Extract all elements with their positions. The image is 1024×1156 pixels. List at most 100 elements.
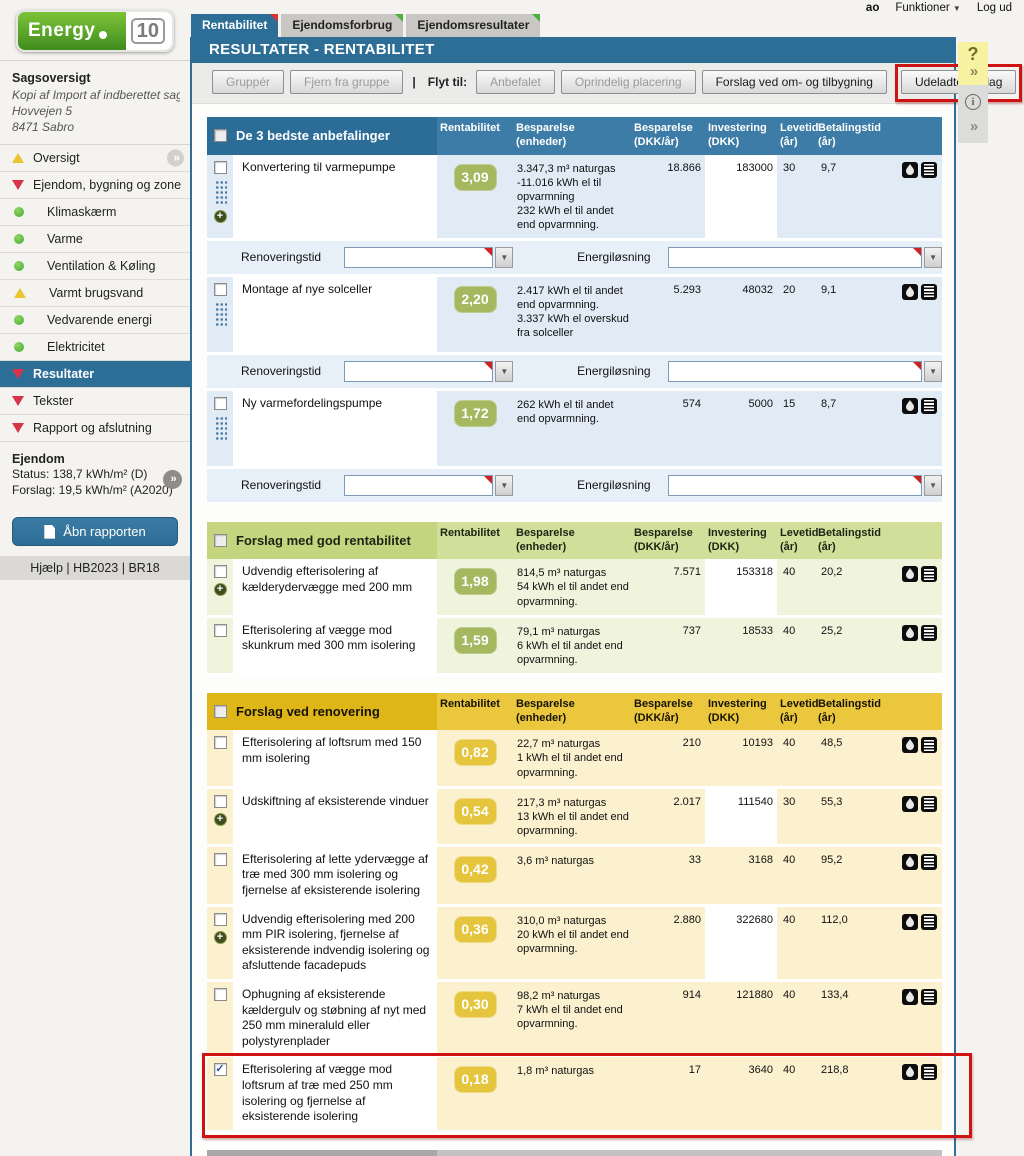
- energy-solution-select[interactable]: [667, 474, 923, 496]
- sidebar-item-varmt-brugsvand[interactable]: Varmt brugsvand: [0, 280, 190, 307]
- notes-icon[interactable]: [921, 283, 937, 300]
- notes-icon[interactable]: [921, 913, 937, 930]
- sidebar-footer-links[interactable]: Hjælp | HB2023 | BR18: [0, 556, 190, 581]
- lifetime: 40: [783, 566, 796, 579]
- open-report-button[interactable]: Åbn rapporten: [12, 517, 178, 547]
- status-dot-icon: [14, 233, 24, 244]
- row-checkbox[interactable]: [213, 794, 227, 808]
- expand-plus-icon[interactable]: +: [213, 812, 227, 826]
- expand-plus-icon[interactable]: +: [213, 930, 227, 944]
- section-checkbox[interactable]: [214, 129, 227, 143]
- flame-icon[interactable]: [902, 566, 918, 583]
- flame-icon[interactable]: [902, 397, 918, 414]
- rentability-cell: 3,09: [437, 155, 513, 238]
- row-checkbox[interactable]: [213, 852, 227, 866]
- case-name: Kopi af Import af indberettet sag 3...: [12, 88, 180, 102]
- renovation-time-select[interactable]: [343, 474, 494, 496]
- sidebar-item-vedvarende-energi[interactable]: Vedvarende energi: [0, 307, 190, 334]
- notes-icon[interactable]: [921, 624, 937, 641]
- info-panel[interactable]: i »: [958, 85, 988, 143]
- move-original-placement-button[interactable]: Oprindelig placering: [560, 70, 696, 94]
- user-initials[interactable]: ao: [865, 2, 880, 14]
- row-checkbox[interactable]: [213, 160, 227, 174]
- sidebar-item-klimaskærm[interactable]: Klimaskærm: [0, 199, 190, 226]
- flame-icon[interactable]: [902, 161, 918, 178]
- sidebar-item-elektricitet[interactable]: Elektricitet: [0, 334, 190, 361]
- notes-icon[interactable]: [921, 161, 937, 178]
- drag-handle-icon[interactable]: [213, 178, 227, 205]
- move-anbefalet-button[interactable]: Anbefalet: [476, 70, 555, 94]
- logout-link[interactable]: Log ud: [976, 2, 1012, 14]
- info-icon[interactable]: i: [965, 94, 981, 110]
- row-checkbox[interactable]: [213, 565, 227, 579]
- energy-solution-select[interactable]: [667, 360, 923, 382]
- flame-icon[interactable]: [902, 283, 918, 300]
- move-rebuild-proposals-button[interactable]: Forslag ved om- og tilbygning: [701, 70, 887, 94]
- collapse-chevron-icon[interactable]: »: [969, 118, 978, 135]
- row-checkbox[interactable]: [213, 282, 227, 296]
- expand-chevron-icon[interactable]: »: [167, 149, 184, 167]
- investment: 10193: [742, 737, 773, 750]
- row-checkbox[interactable]: [213, 987, 227, 1001]
- column-header: Besparelse (enheder): [516, 526, 575, 553]
- row-checkbox[interactable]: [213, 736, 227, 750]
- notes-icon[interactable]: [921, 1064, 937, 1081]
- dropdown-arrow-icon[interactable]: ▼: [495, 360, 514, 382]
- renovation-time-select[interactable]: [343, 246, 494, 268]
- sidebar-item-label: Tekster: [33, 393, 74, 408]
- expand-chevron-icon[interactable]: »: [163, 469, 182, 489]
- tab-ejendomsforbrug[interactable]: Ejendomsforbrug: [281, 14, 404, 37]
- renovation-time-select[interactable]: [343, 360, 494, 382]
- row-checkbox[interactable]: ✓: [213, 1063, 227, 1077]
- lifetime: 40: [783, 988, 796, 1001]
- flame-icon[interactable]: [902, 853, 918, 870]
- payback-time: 25,2: [821, 624, 843, 637]
- notes-icon[interactable]: [921, 853, 937, 870]
- tab-ejendomsresultater[interactable]: Ejendomsresultater: [406, 14, 541, 37]
- dropdown-arrow-icon[interactable]: ▼: [495, 474, 514, 496]
- remove-from-group-button[interactable]: Fjern fra gruppe: [290, 70, 404, 94]
- collapse-chevron-icon[interactable]: »: [969, 63, 978, 80]
- flame-icon[interactable]: [902, 1064, 918, 1081]
- help-panel[interactable]: ? »: [958, 42, 988, 85]
- notes-icon[interactable]: [921, 397, 937, 414]
- sidebar-item-varme[interactable]: Varme: [0, 226, 190, 253]
- flame-icon[interactable]: [902, 988, 918, 1005]
- notes-icon[interactable]: [921, 737, 937, 754]
- row-checkbox[interactable]: [213, 396, 227, 410]
- expand-plus-icon[interactable]: +: [213, 209, 227, 223]
- row-checkbox[interactable]: [213, 623, 227, 637]
- sidebar-item-resultater[interactable]: Resultater: [0, 360, 190, 388]
- energy-solution-select[interactable]: [667, 246, 923, 268]
- expand-plus-icon[interactable]: +: [213, 583, 227, 597]
- group-button[interactable]: Gruppér: [212, 70, 285, 94]
- dropdown-arrow-icon[interactable]: ▼: [924, 360, 942, 382]
- flame-icon[interactable]: [902, 737, 918, 754]
- sidebar-item-ventilation-køling[interactable]: Ventilation & Køling: [0, 253, 190, 280]
- sidebar-item-tekster[interactable]: Tekster: [0, 388, 190, 415]
- proposal-name: Montage af nye solceller: [233, 276, 437, 352]
- flame-icon[interactable]: [902, 913, 918, 930]
- notes-icon[interactable]: [921, 795, 937, 812]
- notes-icon[interactable]: [921, 566, 937, 583]
- notes-icon[interactable]: [921, 988, 937, 1005]
- funktioner-menu[interactable]: Funktioner ▼: [895, 2, 961, 14]
- section-checkbox[interactable]: [214, 534, 227, 548]
- sidebar-item-rapport-og-afslutning[interactable]: Rapport og afslutning: [0, 415, 190, 442]
- sidebar-item-ejendom-bygning-og-zone[interactable]: Ejendom, bygning og zone: [0, 172, 190, 199]
- required-marker-icon: [484, 361, 493, 370]
- tab-rentabilitet[interactable]: Rentabilitet: [191, 14, 279, 37]
- status-triangle-icon: [12, 422, 24, 433]
- dropdown-arrow-icon[interactable]: ▼: [924, 474, 942, 496]
- section-checkbox[interactable]: [214, 705, 227, 719]
- drag-handle-icon[interactable]: [213, 414, 227, 441]
- drag-handle-icon[interactable]: [213, 300, 227, 327]
- dropdown-arrow-icon[interactable]: ▼: [495, 246, 514, 268]
- status-dot-icon: [14, 260, 24, 271]
- flame-icon[interactable]: [902, 795, 918, 812]
- dropdown-arrow-icon[interactable]: ▼: [924, 246, 942, 268]
- help-icon[interactable]: ?: [967, 44, 979, 64]
- row-checkbox[interactable]: [213, 912, 227, 926]
- flame-icon[interactable]: [902, 624, 918, 641]
- sidebar-item-oversigt[interactable]: Oversigt »: [0, 145, 190, 172]
